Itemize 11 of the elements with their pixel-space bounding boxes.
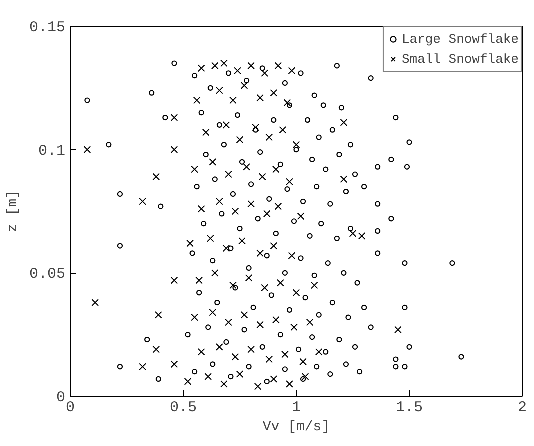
x-axis-title: Vv [m/s] (262, 420, 330, 436)
x-tick-label: 0.5 (170, 400, 198, 416)
x-tick-label: 1 (292, 400, 302, 416)
legend-label: Large Snowflake (402, 32, 519, 46)
y-axis-title: z [m] (5, 190, 22, 233)
y-tick-label: 0.15 (29, 20, 66, 36)
legend-label: Small Snowflake (402, 52, 519, 66)
y-tick-label: 0.05 (29, 266, 66, 284)
y-tick-label: 0.1 (38, 142, 66, 160)
x-tick-label: 1.5 (396, 400, 424, 416)
x-tick-label: 2 (518, 400, 528, 416)
